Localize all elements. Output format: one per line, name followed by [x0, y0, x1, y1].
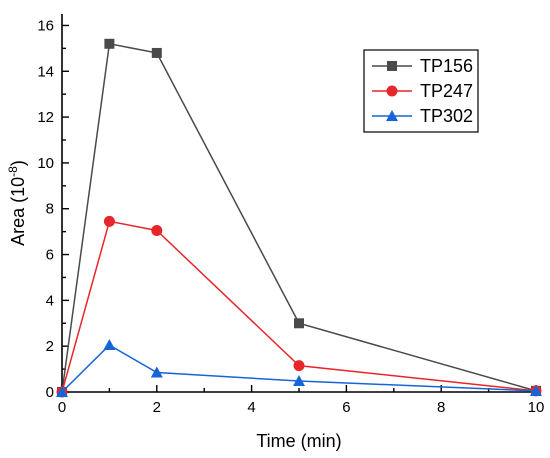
legend-marker	[386, 110, 398, 121]
y-tick-label: 4	[46, 292, 54, 309]
legend: TP156 TP247 TP302	[363, 49, 479, 133]
x-tick-label: 0	[58, 399, 66, 416]
x-tick-label: 8	[437, 399, 445, 416]
series-tp302	[56, 339, 542, 397]
y-tick-label: 16	[37, 17, 54, 34]
data-point	[293, 375, 305, 387]
y-tick-label: 8	[46, 201, 54, 218]
series-tp247	[56, 215, 542, 398]
legend-label: TP156	[420, 56, 473, 76]
x-axis-title: Time (min)	[256, 431, 341, 451]
x-tick-label: 2	[153, 399, 161, 416]
data-point	[104, 38, 115, 49]
data-point	[103, 215, 115, 227]
legend-label: TP247	[420, 81, 473, 101]
data-point	[294, 318, 304, 329]
y-axis-title-main: Area (10	[8, 177, 28, 246]
y-tick-label: 2	[46, 338, 54, 355]
data-point	[151, 224, 163, 236]
x-tick-label: 4	[247, 399, 255, 416]
legend-item-tp156: TP156	[372, 56, 473, 76]
legend-label: TP302	[420, 106, 473, 126]
data-point	[56, 386, 68, 397]
legend-item-tp302: TP302	[372, 106, 473, 126]
y-tick-label: 14	[37, 63, 54, 80]
ticks: 0 2 4 6 8 10 0 2 4 6 8 10 12 14 16	[37, 17, 544, 416]
data-point	[530, 384, 542, 396]
y-axis-title-close: )	[8, 160, 28, 166]
y-tick-label: 12	[37, 109, 54, 126]
legend-item-tp247: TP247	[372, 81, 473, 101]
y-tick-label: 0	[46, 384, 54, 401]
data-point	[293, 360, 305, 372]
series-layer	[56, 38, 542, 398]
y-axis-title: Area (10-8)	[6, 160, 28, 246]
legend-marker	[386, 85, 398, 97]
y-tick-label: 6	[46, 247, 54, 264]
data-point	[103, 339, 116, 351]
y-axis-title-exponent: -8	[6, 166, 20, 177]
legend-marker	[387, 61, 397, 71]
x-tick-label: 10	[528, 399, 545, 416]
y-tick-label: 10	[37, 155, 54, 172]
data-point	[151, 47, 162, 58]
data-point	[150, 366, 163, 378]
x-tick-label: 6	[342, 399, 350, 416]
